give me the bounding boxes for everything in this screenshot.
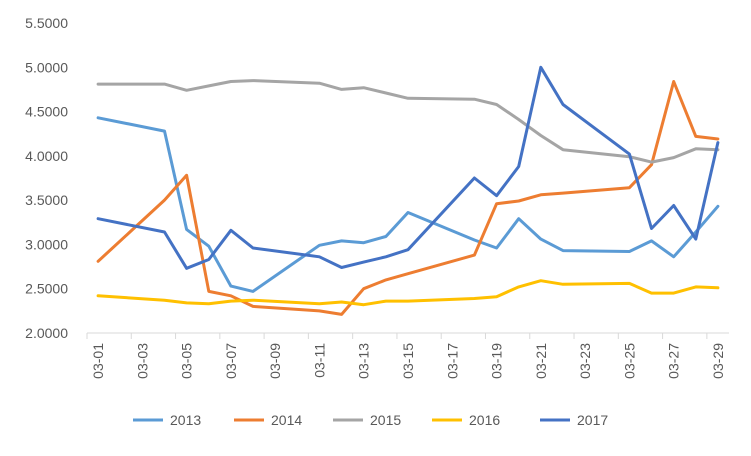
y-tick-label: 2.0000 <box>25 325 68 341</box>
series-line-2015 <box>96 79 720 164</box>
legend-item-2014: 2014 <box>234 412 302 428</box>
legend: 2013 2014 2015 2016 2017 <box>133 412 608 428</box>
y-tick-label: 2.5000 <box>25 281 68 297</box>
x-tick-label: 03-19 <box>489 343 505 379</box>
legend-label: 2014 <box>271 412 302 428</box>
legend-label: 2016 <box>469 412 500 428</box>
x-axis: 03-01 03-03 03-05 03-07 03-09 03-11 03-13 03-15… <box>86 332 729 379</box>
y-tick-label: 3.5000 <box>25 192 68 208</box>
x-tick-label: 03-17 <box>444 343 460 379</box>
legend-label: 2017 <box>577 412 608 428</box>
x-tick-label: 03-21 <box>533 343 549 379</box>
x-tick-label: 03-07 <box>223 343 239 379</box>
x-tick-label: 03-13 <box>356 343 372 379</box>
y-tick-label: 4.5000 <box>25 104 68 120</box>
y-tick-label: 5.5000 <box>25 15 68 31</box>
x-tick-label: 03-25 <box>621 343 637 379</box>
y-axis: 2.0000 2.5000 3.0000 3.5000 4.0000 4.5000 5.00… <box>25 15 68 341</box>
series-line-2014 <box>96 80 720 316</box>
legend-item-2015: 2015 <box>333 412 401 428</box>
x-tick-label: 03-29 <box>710 343 726 379</box>
x-tick-label: 03-05 <box>179 343 195 379</box>
x-tick-label: 03-27 <box>666 343 682 379</box>
series-line-2016 <box>96 279 720 307</box>
legend-item-2017: 2017 <box>540 412 608 428</box>
y-tick-label: 4.0000 <box>25 148 68 164</box>
legend-item-2016: 2016 <box>432 412 500 428</box>
legend-item-2013: 2013 <box>133 412 201 428</box>
x-tick-label: 03-23 <box>577 343 593 379</box>
y-tick-label: 5.0000 <box>25 59 68 75</box>
legend-label: 2015 <box>370 412 401 428</box>
x-tick-label: 03-09 <box>267 343 283 379</box>
series-line-2013 <box>96 116 720 293</box>
series-lines <box>96 65 720 316</box>
series-line-2017 <box>96 65 720 270</box>
x-tick-label: 03-01 <box>90 343 106 379</box>
legend-label: 2013 <box>170 412 201 428</box>
x-tick-label: 03-03 <box>134 343 150 379</box>
y-tick-label: 3.0000 <box>25 236 68 252</box>
x-tick-label: 03-11 <box>311 343 327 378</box>
x-tick-label: 03-15 <box>400 343 416 379</box>
